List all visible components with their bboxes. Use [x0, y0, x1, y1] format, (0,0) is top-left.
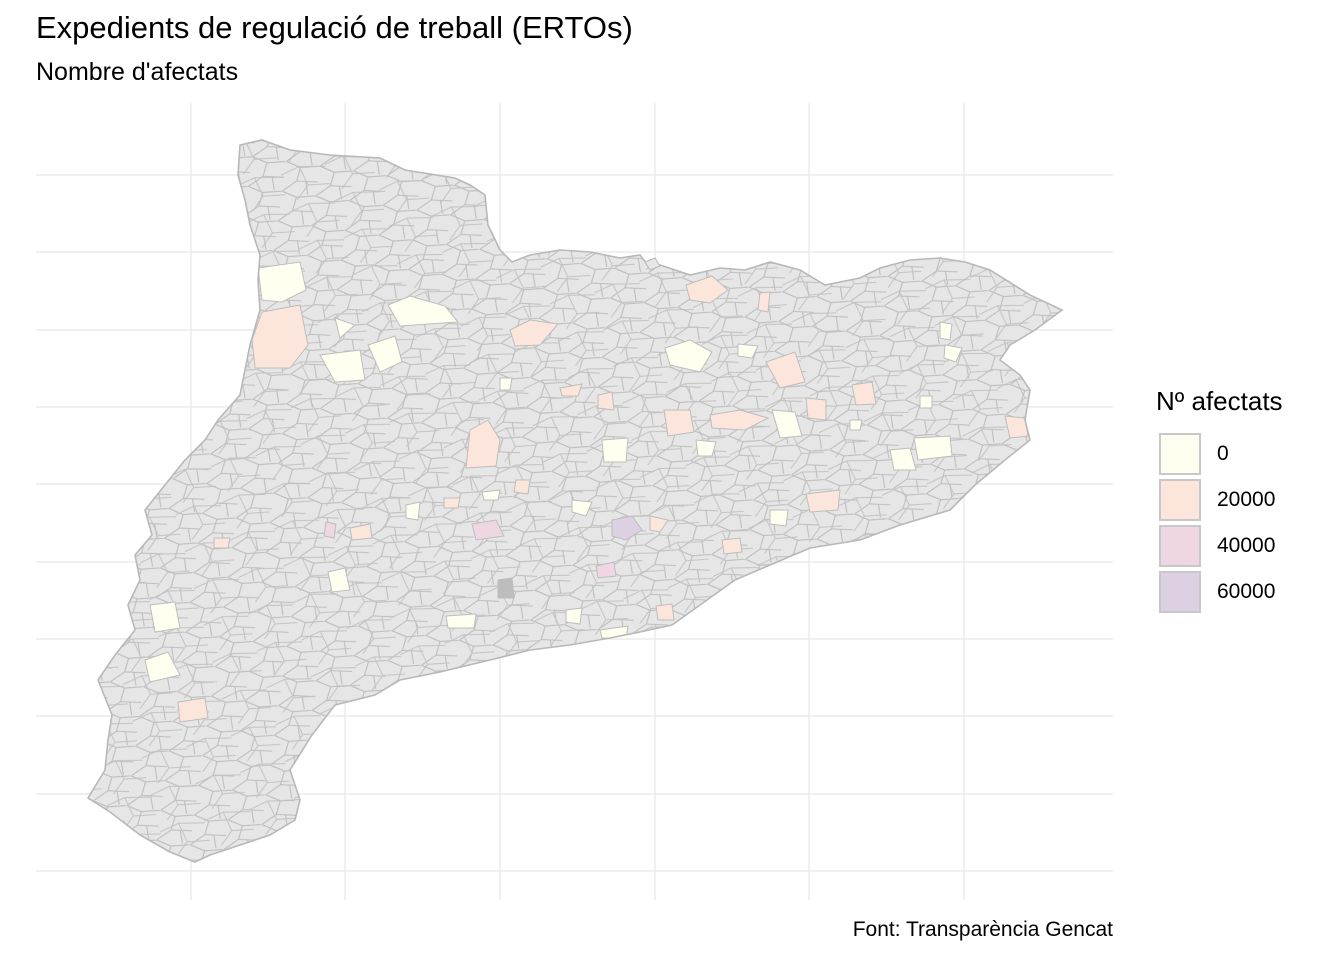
municipality-boundaries [88, 140, 1062, 862]
municipality [319, 349, 366, 383]
municipality [649, 515, 669, 533]
municipality [144, 651, 181, 683]
municipality [177, 697, 209, 723]
municipality [559, 383, 583, 397]
municipality [771, 409, 803, 439]
legend-key [1159, 433, 1201, 475]
municipality [499, 377, 513, 391]
legend-item: 0 [1156, 431, 1283, 477]
legend-items: 0 20000 40000 60000 [1156, 431, 1283, 615]
legend-key [1159, 571, 1201, 613]
municipality [149, 601, 181, 633]
municipality [757, 291, 771, 313]
legend-item: 60000 [1156, 569, 1283, 615]
municipality [443, 497, 461, 509]
municipality [445, 613, 477, 629]
municipality [889, 447, 917, 471]
municipality [663, 409, 695, 437]
municipality-fills [144, 261, 1029, 723]
municipality [943, 344, 963, 363]
legend-item: 40000 [1156, 523, 1283, 569]
legend-label: 0 [1217, 442, 1229, 465]
municipality [919, 395, 933, 409]
municipality [805, 397, 827, 421]
municipality [851, 381, 877, 406]
municipality [769, 509, 789, 527]
municipality [849, 419, 863, 431]
catalonia-region [86, 139, 1064, 863]
municipality [481, 489, 501, 501]
municipality [939, 321, 953, 341]
municipality [611, 515, 643, 541]
source-caption: Font: Transparència Gencat [852, 918, 1113, 941]
municipality [595, 561, 617, 579]
municipality [334, 317, 356, 339]
legend-label: 60000 [1217, 580, 1276, 603]
municipality [601, 437, 629, 463]
municipality [655, 603, 675, 621]
municipality [565, 607, 583, 625]
municipality [695, 439, 717, 457]
municipality [805, 489, 841, 513]
municipality [709, 409, 770, 431]
legend-key [1159, 479, 1201, 521]
legend-key [1159, 525, 1201, 567]
municipality [685, 275, 729, 304]
legend: Nº afectats 0 20000 40000 60000 [1156, 386, 1283, 615]
municipality [327, 567, 351, 593]
municipality [721, 537, 743, 555]
municipality [913, 435, 953, 461]
legend-label: 20000 [1217, 488, 1276, 511]
municipality [387, 295, 459, 327]
municipality [465, 419, 501, 469]
legend-title: Nº afectats [1156, 386, 1283, 416]
enclave-llivia [644, 257, 661, 271]
region-outline [86, 139, 1064, 863]
municipality [323, 521, 337, 539]
municipality [664, 339, 713, 373]
municipality [765, 351, 806, 389]
legend-label: 40000 [1217, 534, 1276, 557]
municipality [213, 537, 231, 549]
municipality [349, 523, 373, 541]
municipality [509, 319, 559, 347]
municipality [597, 391, 615, 411]
legend-item: 20000 [1156, 477, 1283, 523]
chart-title: Expedients de regulació de treball (ERTO… [36, 10, 633, 45]
municipality [367, 335, 403, 373]
municipality [497, 577, 515, 599]
municipality [1004, 415, 1029, 439]
municipality [513, 479, 531, 495]
municipality [405, 501, 421, 521]
municipality [571, 499, 593, 517]
municipality [257, 261, 307, 303]
municipality [471, 519, 505, 541]
municipality [737, 343, 759, 359]
chart-subtitle: Nombre d'afectats [36, 58, 239, 86]
